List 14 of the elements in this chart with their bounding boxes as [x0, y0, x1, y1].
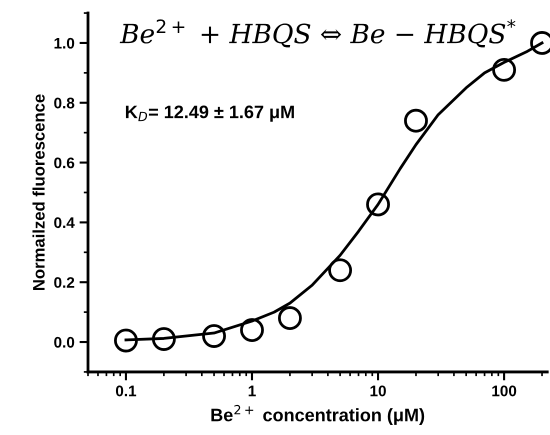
x-tick-label: 10 [370, 386, 386, 396]
x-tick-label: 1 [248, 386, 256, 396]
y-axis-title: Normailzed fluorescence [32, 94, 45, 290]
annotation: Be$^{2+}$ + HBQS ⇔ Be − HBQS$^{*}$ [120, 19, 516, 48]
y-tick-label: 0.8 [54, 98, 74, 108]
x-tick-label: 100 [492, 386, 516, 396]
x-tick-label: 0.1 [116, 386, 136, 396]
y-tick-label: 1.0 [54, 38, 74, 49]
y-tick-label: 0.0 [54, 336, 74, 348]
y-tick-label: 0.4 [54, 217, 75, 228]
y-tick-label: 0.6 [54, 157, 74, 168]
x-axis-title: Be$^{2+}$ concentration (μM) [211, 404, 424, 425]
y-tick-label: 0.2 [54, 277, 74, 288]
annotation: K$_{D}$= 12.49 ± 1.67 μM [126, 106, 294, 122]
